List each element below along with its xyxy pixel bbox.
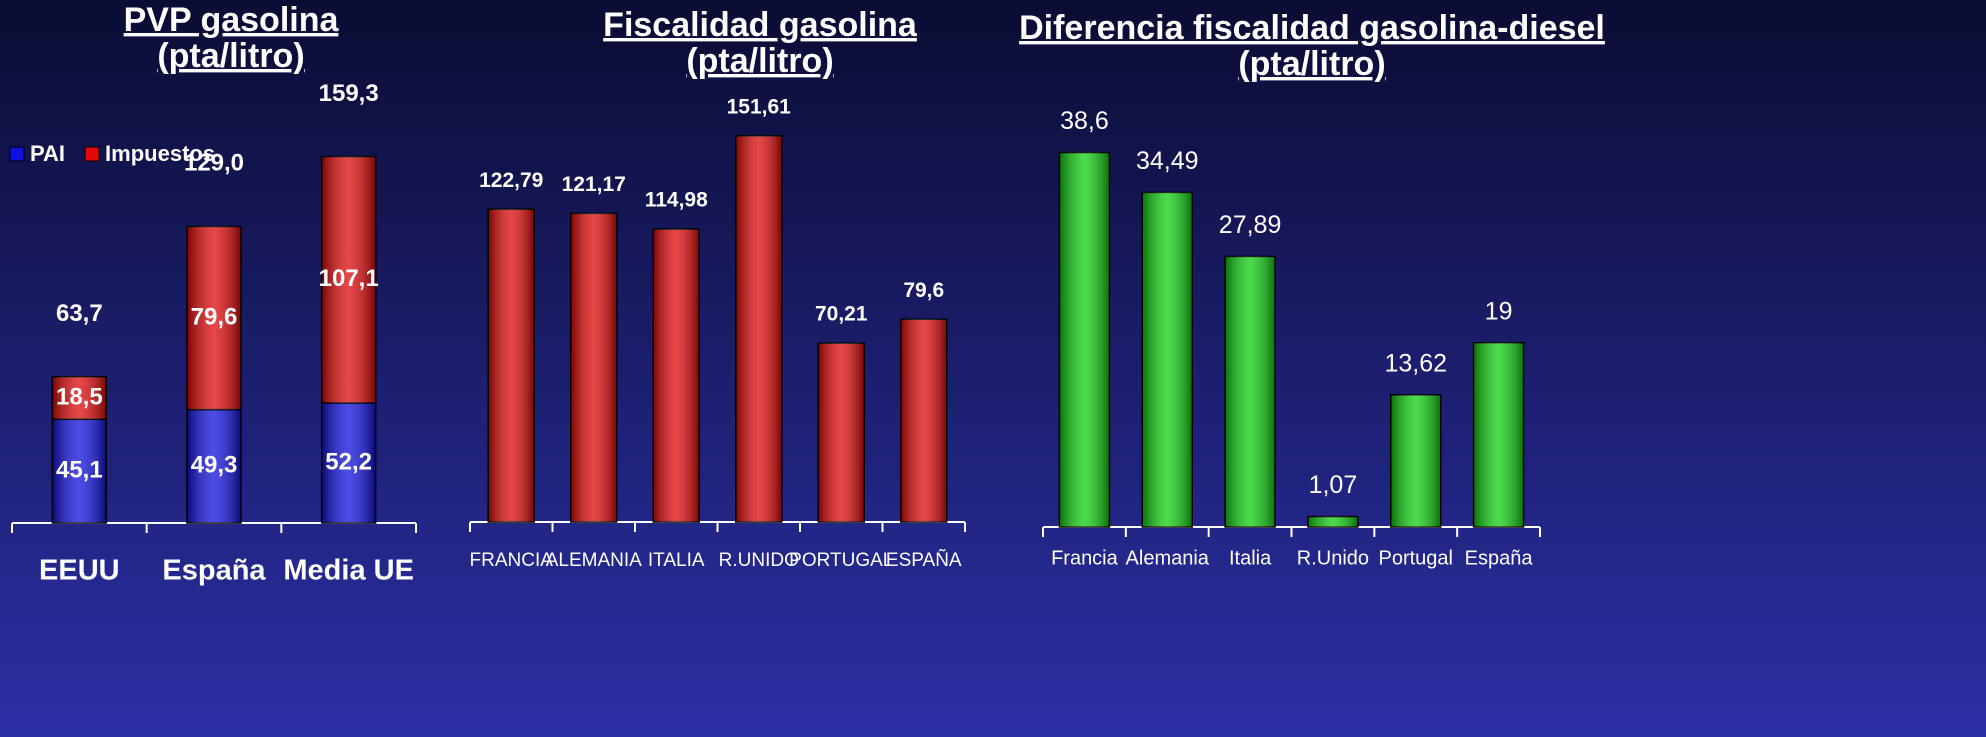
x-tick-label: R.Unido bbox=[1297, 547, 1369, 569]
bar-shine bbox=[1059, 152, 1110, 527]
legend-swatch bbox=[9, 146, 25, 162]
bar-shine bbox=[488, 209, 535, 522]
total-label: 129,0 bbox=[184, 150, 244, 177]
bar-shine bbox=[52, 376, 107, 420]
bar-shine bbox=[187, 226, 241, 410]
bar-shine bbox=[1225, 256, 1276, 527]
data-label: 79,6 bbox=[903, 279, 944, 302]
x-tick-label: ALEMANIA bbox=[546, 550, 642, 571]
data-label: 114,98 bbox=[645, 189, 708, 212]
data-label: 122,79 bbox=[479, 169, 543, 192]
x-tick-label: R.UNIDO bbox=[719, 550, 799, 571]
data-label: 79,6 bbox=[191, 303, 238, 330]
legend-swatch bbox=[84, 146, 100, 162]
data-label: 34,49 bbox=[1136, 147, 1199, 175]
x-tick-label: Alemania bbox=[1126, 547, 1210, 569]
bar-shine bbox=[653, 229, 700, 523]
bar-shine bbox=[570, 213, 617, 523]
data-label: 121,17 bbox=[562, 173, 626, 196]
total-label: 159,3 bbox=[319, 80, 379, 107]
data-label: 1,07 bbox=[1309, 471, 1358, 499]
chart-subtitle: (pta/litro) bbox=[157, 37, 304, 75]
data-label: 107,1 bbox=[319, 265, 379, 292]
x-tick-label: Portugal bbox=[1379, 547, 1454, 569]
x-tick-label: EEUU bbox=[39, 555, 120, 587]
data-label: 13,62 bbox=[1384, 349, 1447, 377]
bar-shine bbox=[900, 319, 947, 522]
x-tick-label: FRANCIA bbox=[470, 550, 554, 571]
x-tick-label: España bbox=[162, 555, 266, 587]
data-label: 19 bbox=[1485, 297, 1513, 325]
x-tick-label: ITALIA bbox=[648, 550, 705, 571]
bar-shine bbox=[1390, 394, 1441, 527]
data-label: 49,3 bbox=[191, 452, 238, 479]
x-tick-label: Italia bbox=[1229, 547, 1272, 569]
x-tick-label: Francia bbox=[1051, 547, 1119, 569]
bar-shine bbox=[1142, 192, 1193, 527]
data-label: 38,6 bbox=[1060, 107, 1109, 135]
data-label: 18,5 bbox=[56, 383, 103, 410]
x-tick-label: España bbox=[1465, 547, 1534, 569]
legend-label: Impuestos bbox=[105, 141, 215, 166]
data-label: 70,21 bbox=[815, 303, 868, 326]
data-label: 52,2 bbox=[325, 448, 372, 475]
x-tick-label: PORTUGAL bbox=[789, 550, 893, 571]
total-label: 63,7 bbox=[56, 300, 103, 327]
chart-subtitle: (pta/litro) bbox=[686, 42, 833, 80]
x-tick-label: Media UE bbox=[283, 555, 414, 587]
bar-shine bbox=[52, 419, 107, 523]
bar-shine bbox=[818, 343, 865, 522]
chart-subtitle: (pta/litro) bbox=[1238, 45, 1385, 83]
chart-title: PVP gasolina bbox=[124, 1, 340, 39]
bar-shine bbox=[321, 402, 376, 523]
data-label: 45,1 bbox=[56, 456, 103, 483]
bar-shine bbox=[321, 156, 376, 403]
legend-label: PAI bbox=[30, 141, 65, 166]
chart-title: Fiscalidad gasolina bbox=[603, 6, 918, 44]
bar-shine bbox=[187, 409, 241, 523]
bar-shine bbox=[735, 135, 782, 523]
data-label: 151,61 bbox=[727, 95, 792, 118]
chart-title: Diferencia fiscalidad gasolina-diesel bbox=[1019, 9, 1605, 47]
bar-shine bbox=[1307, 516, 1358, 527]
bar-shine bbox=[1473, 342, 1524, 527]
x-tick-label: ESPAÑA bbox=[886, 549, 962, 571]
data-label: 27,89 bbox=[1219, 211, 1282, 239]
